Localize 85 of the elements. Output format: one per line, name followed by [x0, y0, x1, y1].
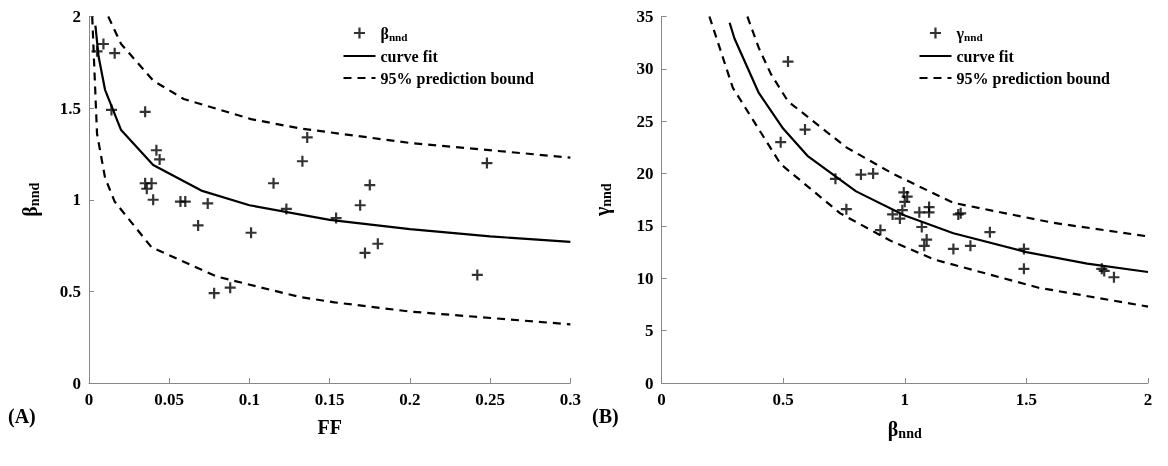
- x-tick-label: 1: [900, 390, 909, 409]
- x-tick-label: 2: [1143, 390, 1153, 409]
- point: [372, 238, 384, 250]
- x-tick-label: 0: [84, 390, 94, 409]
- y-tick-label: 0.5: [59, 281, 81, 301]
- point: [224, 282, 236, 294]
- line-series: [728, 21, 1150, 274]
- point: [918, 240, 930, 252]
- point: [296, 155, 308, 167]
- point: [894, 213, 906, 225]
- point: [921, 234, 933, 246]
- x-tick-label: 0.05: [154, 390, 185, 409]
- point: [867, 168, 879, 180]
- y-tick-label: 30: [636, 59, 654, 79]
- x-tick-label: 0.1: [238, 390, 261, 409]
- point: [301, 131, 313, 143]
- point: [268, 177, 280, 189]
- y-tick-label: 1: [72, 190, 81, 210]
- point: [364, 179, 376, 191]
- x-tick-label: 0.3: [559, 390, 581, 409]
- point: [1108, 271, 1120, 283]
- y-tick-label: 10: [636, 268, 654, 288]
- y-tick-label: 0: [645, 373, 654, 393]
- x-tick-label: 1.5: [1015, 390, 1037, 409]
- point: [916, 221, 928, 233]
- point: [91, 45, 103, 57]
- y-tick-label: 1.5: [59, 98, 81, 118]
- point: [179, 196, 191, 208]
- point: [1018, 263, 1030, 275]
- point: [896, 204, 908, 216]
- point: [964, 240, 976, 252]
- point: [147, 194, 159, 206]
- y-tick-label: 0: [72, 373, 81, 393]
- x-tick-label: 0.15: [314, 390, 345, 409]
- point: [899, 196, 911, 208]
- point: [782, 56, 794, 68]
- y-tick-label: 2: [72, 7, 81, 26]
- point: [855, 169, 867, 181]
- y-tick-label: 5: [645, 321, 654, 341]
- point: [139, 106, 151, 118]
- point: [923, 206, 935, 218]
- y-tick-label: 15: [636, 216, 654, 236]
- x-tick-label: 0: [657, 390, 666, 409]
- x-axis-title: FF: [317, 416, 342, 438]
- point: [105, 104, 117, 116]
- y-tick-label: 35: [636, 7, 654, 26]
- text: (B): [592, 405, 619, 428]
- point: [1018, 243, 1030, 255]
- y-tick-label: 25: [636, 111, 654, 131]
- legend-label: curve fit: [380, 47, 439, 65]
- point: [154, 153, 166, 165]
- y-axis-title: γnnd: [591, 183, 614, 218]
- legend-label: curve fit: [956, 47, 1015, 65]
- point: [280, 203, 292, 215]
- point: [874, 224, 886, 236]
- text: (A): [8, 405, 36, 428]
- x-tick-label: 0.5: [772, 390, 794, 409]
- line-series: [708, 15, 1150, 308]
- x-tick-label: 0.2: [399, 390, 421, 409]
- point: [471, 269, 483, 281]
- point: [799, 124, 811, 136]
- point: [202, 197, 214, 209]
- point: [97, 38, 109, 50]
- point: [192, 219, 204, 231]
- y-tick-label: 20: [636, 164, 654, 184]
- point: [984, 226, 996, 238]
- point: [775, 136, 787, 148]
- legend-label: 95% prediction bound: [956, 69, 1111, 88]
- point: [840, 203, 852, 215]
- point: [150, 144, 162, 156]
- legend-label: 95% prediction bound: [380, 69, 535, 88]
- y-axis-title: βnnd: [18, 182, 42, 217]
- x-tick-label: 0.25: [475, 390, 506, 409]
- point: [330, 212, 342, 224]
- point: [141, 183, 153, 195]
- line-series: [91, 15, 572, 326]
- point: [354, 199, 366, 211]
- point: [947, 243, 959, 255]
- line-series: [107, 15, 572, 159]
- point: [208, 287, 220, 299]
- point: [109, 47, 121, 59]
- point: [829, 173, 841, 185]
- point: [481, 157, 493, 169]
- point: [245, 227, 257, 239]
- point: [359, 247, 371, 259]
